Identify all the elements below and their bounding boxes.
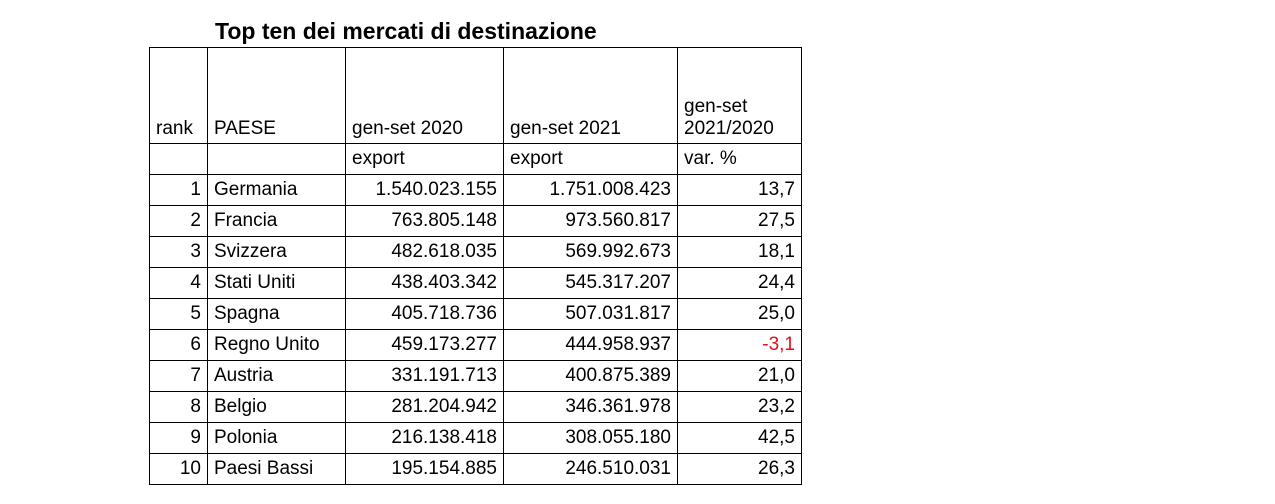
export-2020-cell: 281.204.942: [345, 391, 504, 423]
header-rank: rank: [149, 47, 208, 144]
subheader-export-2020: export: [345, 143, 504, 175]
rank-cell: 2: [149, 205, 208, 237]
rank-cell: 4: [149, 267, 208, 299]
table-row: 4 Stati Uniti 438.403.342 545.317.207 24,4: [149, 267, 802, 299]
variation-cell: 42,5: [677, 422, 802, 454]
header-paese: PAESE: [207, 47, 346, 144]
country-cell: Regno Unito: [207, 329, 346, 361]
export-2020-cell: 763.805.148: [345, 205, 504, 237]
export-2020-cell: 482.618.035: [345, 236, 504, 268]
country-cell: Stati Uniti: [207, 267, 346, 299]
rank-cell: 5: [149, 298, 208, 330]
header-variation-line2: 2021/2020: [684, 118, 774, 139]
subheader-rank: [149, 143, 208, 175]
rank-cell: 9: [149, 422, 208, 454]
table-row: 3 Svizzera 482.618.035 569.992.673 18,1: [149, 236, 802, 268]
variation-cell: 18,1: [677, 236, 802, 268]
header-variation-line1: gen-set: [684, 96, 748, 117]
subheader-paese: [207, 143, 346, 175]
country-cell: Germania: [207, 174, 346, 206]
export-2021-cell: 346.361.978: [503, 391, 678, 423]
country-cell: Francia: [207, 205, 346, 237]
export-2020-cell: 459.173.277: [345, 329, 504, 361]
variation-cell: -3,1: [677, 329, 802, 361]
variation-cell: 27,5: [677, 205, 802, 237]
rank-cell: 6: [149, 329, 208, 361]
country-cell: Belgio: [207, 391, 346, 423]
export-2021-cell: 444.958.937: [503, 329, 678, 361]
subheader-row: export export var. %: [149, 143, 802, 175]
variation-cell: 24,4: [677, 267, 802, 299]
table-row: 5 Spagna 405.718.736 507.031.817 25,0: [149, 298, 802, 330]
subheader-export-2021: export: [503, 143, 678, 175]
export-2020-cell: 438.403.342: [345, 267, 504, 299]
table-row: 9 Polonia 216.138.418 308.055.180 42,5: [149, 422, 802, 454]
export-2021-cell: 545.317.207: [503, 267, 678, 299]
country-cell: Spagna: [207, 298, 346, 330]
variation-cell: 23,2: [677, 391, 802, 423]
header-row: rank PAESE gen-set 2020 gen-set 2021 gen…: [149, 47, 802, 144]
export-2021-cell: 569.992.673: [503, 236, 678, 268]
rank-cell: 3: [149, 236, 208, 268]
variation-cell: 25,0: [677, 298, 802, 330]
variation-cell: 21,0: [677, 360, 802, 392]
header-gen-set-2020: gen-set 2020: [345, 47, 504, 144]
table-row: 7 Austria 331.191.713 400.875.389 21,0: [149, 360, 802, 392]
rank-cell: 10: [149, 453, 208, 485]
export-2020-cell: 216.138.418: [345, 422, 504, 454]
export-2021-cell: 1.751.008.423: [503, 174, 678, 206]
export-2021-cell: 308.055.180: [503, 422, 678, 454]
country-cell: Svizzera: [207, 236, 346, 268]
export-2020-cell: 331.191.713: [345, 360, 504, 392]
table-row: 10 Paesi Bassi 195.154.885 246.510.031 26,3: [149, 453, 802, 485]
export-2021-cell: 973.560.817: [503, 205, 678, 237]
export-2021-cell: 400.875.389: [503, 360, 678, 392]
export-2021-cell: 507.031.817: [503, 298, 678, 330]
country-cell: Austria: [207, 360, 346, 392]
header-variation: gen-set 2021/2020: [677, 47, 802, 144]
rank-cell: 8: [149, 391, 208, 423]
table-row: 6 Regno Unito 459.173.277 444.958.937 -3,1: [149, 329, 802, 361]
variation-cell: 13,7: [677, 174, 802, 206]
variation-cell: 26,3: [677, 453, 802, 485]
table-row: 2 Francia 763.805.148 973.560.817 27,5: [149, 205, 802, 237]
subheader-variation: var. %: [677, 143, 802, 175]
rank-cell: 7: [149, 360, 208, 392]
export-table: rank PAESE gen-set 2020 gen-set 2021 gen…: [149, 47, 802, 485]
header-gen-set-2021: gen-set 2021: [503, 47, 678, 144]
country-cell: Polonia: [207, 422, 346, 454]
export-2021-cell: 246.510.031: [503, 453, 678, 485]
rank-cell: 1: [149, 174, 208, 206]
export-2020-cell: 195.154.885: [345, 453, 504, 485]
table-title: Top ten dei mercati di destinazione: [215, 18, 597, 44]
export-2020-cell: 405.718.736: [345, 298, 504, 330]
table-row: 1 Germania 1.540.023.155 1.751.008.423 13,7: [149, 174, 802, 206]
table-row: 8 Belgio 281.204.942 346.361.978 23,2: [149, 391, 802, 423]
export-2020-cell: 1.540.023.155: [345, 174, 504, 206]
country-cell: Paesi Bassi: [207, 453, 346, 485]
